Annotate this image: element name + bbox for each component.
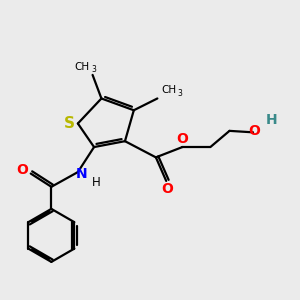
Text: O: O [249,124,260,138]
Text: S: S [64,116,75,131]
Text: O: O [177,132,189,146]
Text: H: H [92,176,100,189]
Text: N: N [76,167,87,181]
Text: H: H [266,113,277,127]
Text: CH: CH [161,85,176,95]
Text: 3: 3 [92,65,97,74]
Text: O: O [16,163,28,177]
Text: CH: CH [75,62,90,72]
Text: O: O [162,182,174,196]
Text: 3: 3 [178,89,183,98]
